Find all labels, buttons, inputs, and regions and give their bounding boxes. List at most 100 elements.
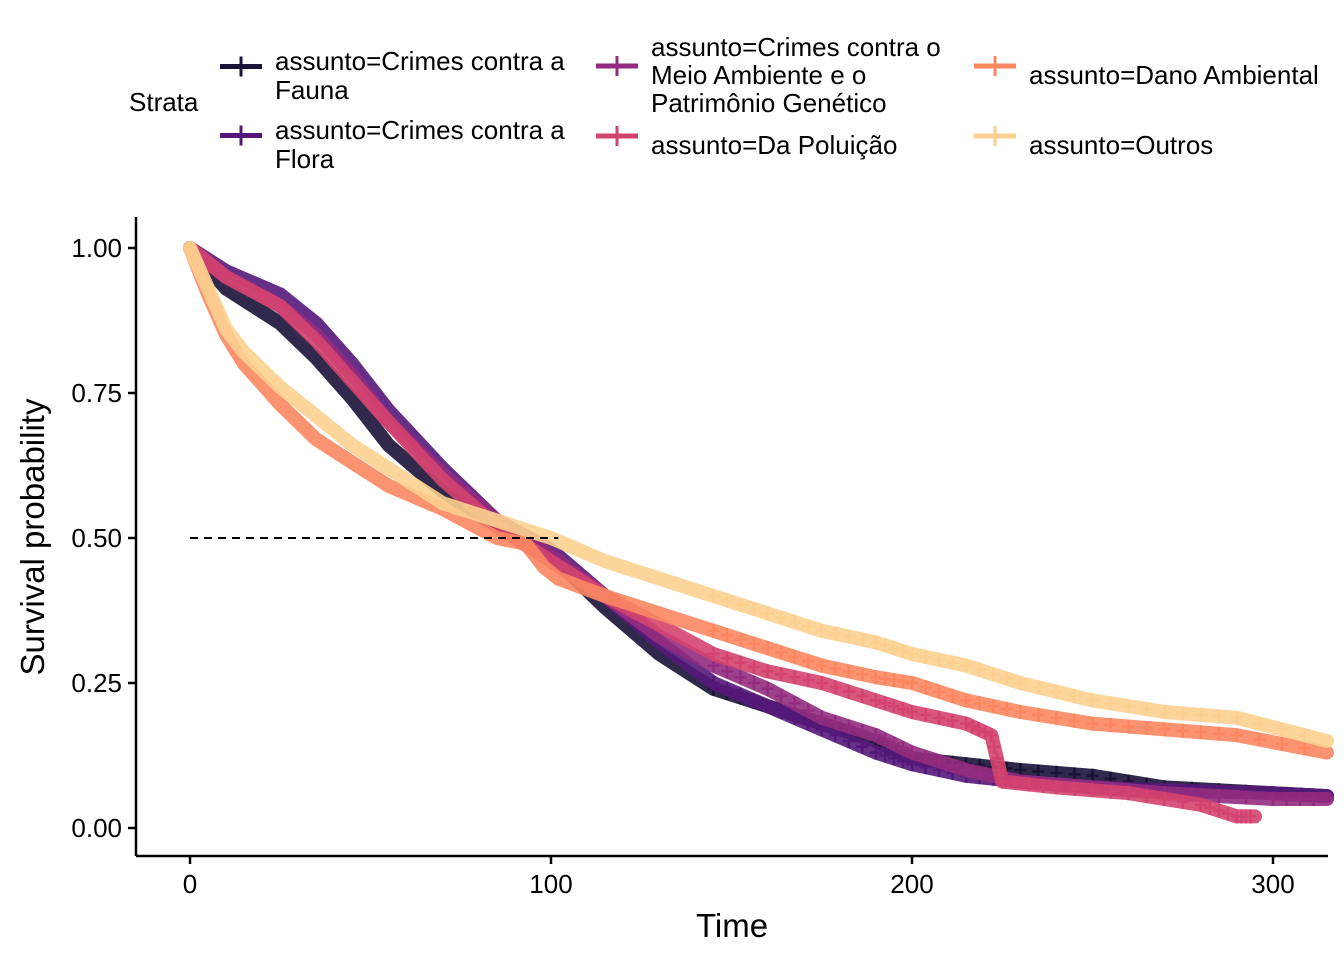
legend-entry: assunto=Outros xyxy=(974,126,1213,160)
series-5 xyxy=(183,241,1334,748)
censor-mark xyxy=(1014,705,1027,719)
y-tick-label: 1.00 xyxy=(71,233,122,263)
censor-mark xyxy=(1194,707,1207,722)
censor-mark xyxy=(1276,722,1289,737)
censor-mark xyxy=(734,632,747,647)
censor-mark xyxy=(869,670,882,685)
censor-mark xyxy=(1158,722,1171,737)
survival-curve xyxy=(183,241,1334,748)
legend-label: assunto=Dano Ambiental xyxy=(1029,60,1319,90)
censor-mark xyxy=(842,664,855,679)
censor-mark xyxy=(856,689,869,704)
censor-mark xyxy=(1253,732,1266,747)
censor-mark xyxy=(960,693,973,708)
censor-mark xyxy=(734,597,747,612)
censor-mark xyxy=(1000,702,1013,717)
censor-mark xyxy=(878,748,891,763)
survival-curve xyxy=(183,241,1334,760)
censor-mark xyxy=(748,660,761,675)
censor-mark xyxy=(869,728,882,743)
x-tick-label: 0 xyxy=(183,869,197,899)
legend-entry: assunto=Dano Ambiental xyxy=(974,56,1319,90)
censor-mark xyxy=(946,713,959,728)
censor-mark xyxy=(842,684,855,699)
censor-mark xyxy=(829,661,842,676)
censor-mark xyxy=(906,676,918,690)
y-tick-label: 0.75 xyxy=(71,378,122,408)
censor-mark xyxy=(906,705,918,719)
censor-mark xyxy=(1050,780,1063,795)
censor-mark xyxy=(720,593,733,608)
series-4 xyxy=(183,241,1334,760)
censor-mark xyxy=(856,723,869,738)
censor-mark xyxy=(775,610,788,625)
censor-mark xyxy=(869,745,882,760)
censor-mark xyxy=(788,615,801,630)
censor-mark xyxy=(775,689,788,704)
censor-mark xyxy=(802,703,815,718)
y-axis-title: Survival probability xyxy=(14,398,51,675)
censor-mark xyxy=(1104,784,1117,799)
censor-mark xyxy=(1068,713,1081,728)
censor-mark xyxy=(996,774,1009,789)
censor-mark xyxy=(761,681,774,696)
censor-mark xyxy=(1086,716,1099,731)
censor-mark xyxy=(1176,706,1189,721)
censor-mark xyxy=(1221,806,1234,821)
censor-mark xyxy=(933,710,946,725)
censor-mark xyxy=(1009,776,1022,791)
censor-mark xyxy=(1298,741,1311,756)
censor-mark xyxy=(960,716,973,731)
censor-mark xyxy=(933,652,946,667)
censor-mark xyxy=(734,655,747,670)
censor-mark xyxy=(1068,689,1081,704)
censor-mark xyxy=(906,745,918,760)
censor-mark xyxy=(1068,781,1081,796)
censor-mark xyxy=(1212,726,1225,741)
censor-mark xyxy=(1194,725,1207,740)
censor-mark xyxy=(707,623,720,638)
censor-mark xyxy=(1212,803,1225,818)
censor-mark xyxy=(919,749,932,764)
censor-mark xyxy=(788,710,801,725)
censor-mark xyxy=(1194,797,1207,812)
censor-mark xyxy=(815,676,828,690)
censor-mark xyxy=(878,696,891,711)
y-tick-label: 0.50 xyxy=(71,523,122,553)
censor-mark xyxy=(856,667,869,682)
censor-mark xyxy=(896,741,909,756)
censor-mark xyxy=(1023,777,1036,792)
censor-mark xyxy=(979,725,992,740)
censor-mark xyxy=(987,699,1000,714)
censor-mark xyxy=(919,680,932,695)
censor-mark xyxy=(887,641,900,656)
censor-mark xyxy=(1298,728,1311,743)
censor-mark xyxy=(1230,728,1243,743)
y-tick-label: 0.25 xyxy=(71,668,122,698)
censor-mark xyxy=(1036,778,1049,793)
censor-mark xyxy=(720,664,733,679)
censor-mark xyxy=(946,655,959,670)
censor-mark xyxy=(887,751,900,766)
censor-mark xyxy=(748,693,761,708)
censor-mark xyxy=(896,754,909,769)
censor-mark xyxy=(1122,699,1135,714)
censor-mark xyxy=(707,589,720,603)
legend: Strata assunto=Crimes contra aFaunaassun… xyxy=(129,32,1319,174)
censor-mark xyxy=(748,676,761,690)
censor-mark xyxy=(993,763,1006,777)
censor-mark xyxy=(896,702,909,717)
censor-mark xyxy=(946,758,959,773)
censor-mark xyxy=(960,658,973,673)
censor-mark xyxy=(748,636,761,651)
censor-mark xyxy=(1104,696,1117,711)
censor-mark xyxy=(1158,792,1171,806)
censor-mark xyxy=(869,693,882,708)
censor-mark xyxy=(1280,792,1293,806)
censor-mark xyxy=(842,734,855,748)
y-tick-label: 0.00 xyxy=(71,813,122,843)
censor-mark xyxy=(1176,794,1189,809)
censor-mark xyxy=(829,715,842,730)
